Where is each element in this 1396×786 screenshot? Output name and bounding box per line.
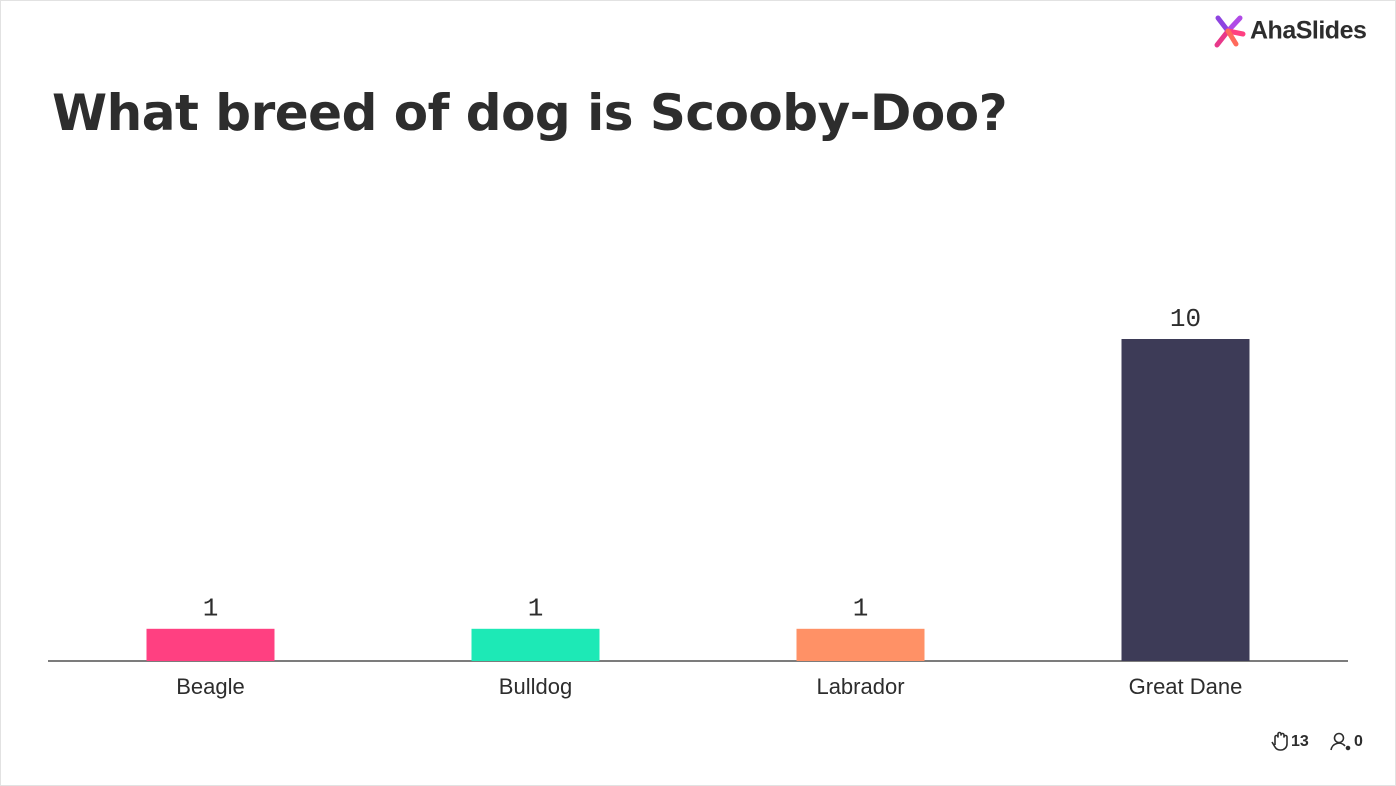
value-label: 1 (203, 594, 219, 624)
responses-icon (1271, 731, 1288, 751)
bar (471, 628, 600, 661)
bar (796, 628, 925, 661)
participants-icon (1330, 732, 1351, 751)
logo-text: AhaSlides (1250, 17, 1366, 45)
participants-count: 0 (1354, 733, 1363, 750)
responses-count: 13 (1291, 733, 1309, 750)
category-label: Bulldog (499, 674, 572, 699)
category-label: Great Dane (1129, 674, 1243, 699)
category-label: Beagle (176, 674, 245, 699)
logo-icon (1214, 15, 1246, 48)
value-label: 1 (853, 594, 869, 624)
value-label: 1 (528, 594, 544, 624)
category-label: Labrador (816, 674, 904, 699)
chart-title: What breed of dog is Scooby-Doo? (52, 84, 1007, 142)
value-label: 10 (1170, 304, 1201, 334)
bar (146, 628, 275, 661)
bar (1121, 339, 1250, 661)
